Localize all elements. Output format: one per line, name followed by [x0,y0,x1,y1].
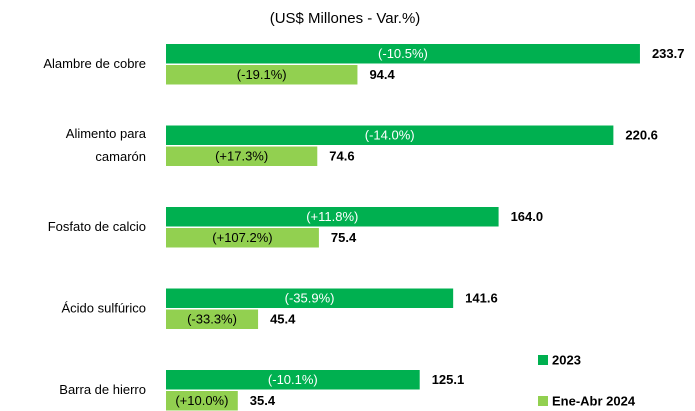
change-label: (+107.2%) [212,230,272,245]
change-label: (-10.5%) [378,46,428,61]
bar [166,309,259,329]
value-label: 45.4 [270,312,296,327]
value-label: 164.0 [511,209,544,224]
change-label: (-33.3%) [187,312,237,327]
legend-label: Ene-Abr 2024 [552,393,636,408]
bar [166,44,640,64]
value-label: 220.6 [625,128,658,143]
value-label: 233.7 [652,46,685,61]
change-label: (-19.1%) [237,67,287,82]
legend-swatch [538,396,548,406]
change-label: (-14.0%) [365,128,415,143]
bar [166,391,238,411]
bar [166,370,420,390]
value-label: 35.4 [250,393,276,408]
chart-subtitle: (US$ Millones - Var.%) [270,10,421,27]
bar [166,207,499,227]
legend-label: 2023 [552,352,581,367]
change-label: (-35.9%) [285,291,335,306]
category-label: Alambre de cobre [43,56,146,71]
category-label: Alimento para camarón [66,126,147,164]
bar [166,146,318,166]
value-label: 74.6 [329,149,354,164]
category-label: Ácido sulfúrico [61,300,146,315]
value-label: 141.6 [465,291,498,306]
value-label: 94.4 [369,67,395,82]
category-label: Barra de hierro [59,382,146,397]
change-label: (+11.8%) [306,209,358,224]
bar [166,65,358,85]
change-label: (+10.0%) [175,393,228,408]
change-label: (+17.3%) [215,149,268,164]
value-label: 75.4 [331,230,357,245]
bar [166,125,614,145]
category-label: Fosfato de calcio [48,219,146,234]
bar [166,288,454,308]
bar [166,228,319,248]
change-label: (-10.1%) [268,372,318,387]
legend-swatch [538,355,548,365]
value-label: 125.1 [432,372,465,387]
